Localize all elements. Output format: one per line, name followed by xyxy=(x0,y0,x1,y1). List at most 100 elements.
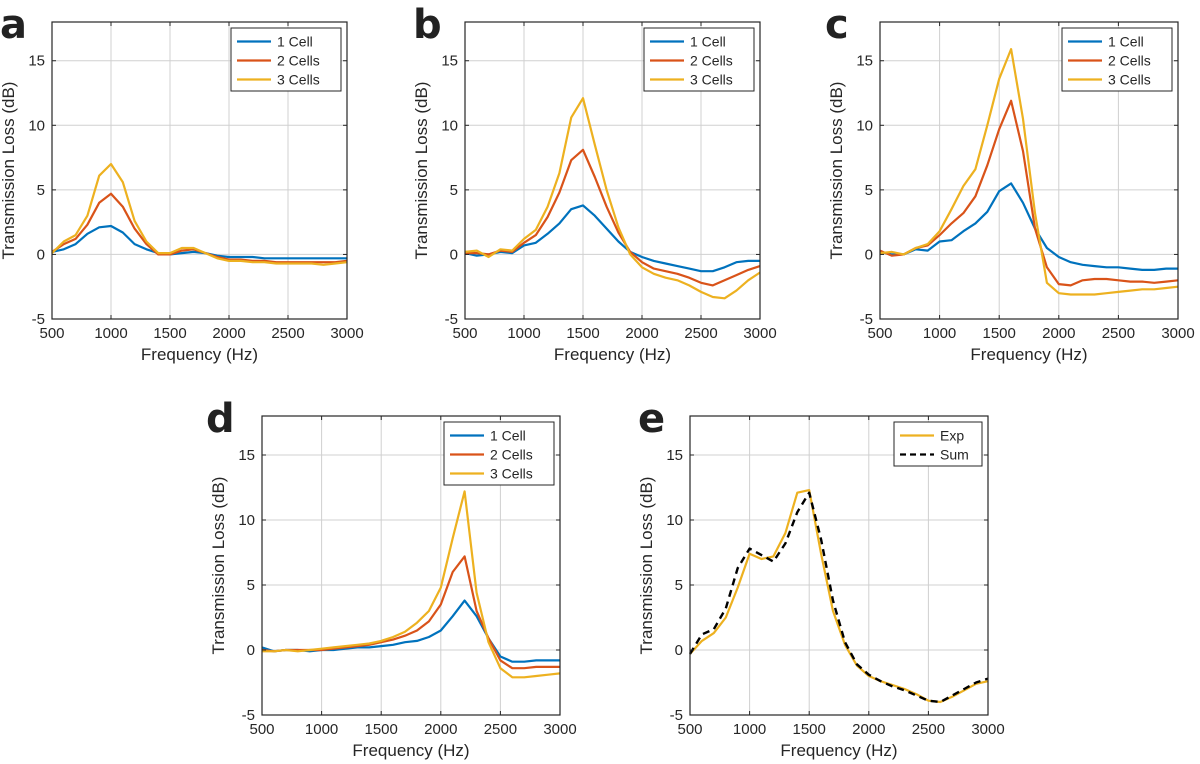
y-tick-label: 5 xyxy=(247,577,255,594)
x-tick-label: 2500 xyxy=(1102,325,1135,342)
x-tick-label: 2000 xyxy=(625,325,658,342)
x-tick-label: 1000 xyxy=(305,721,338,738)
legend-label: 1 Cell xyxy=(690,34,726,50)
legend-label: 2 Cells xyxy=(690,53,733,69)
x-axis-label: Frequency (Hz) xyxy=(554,345,671,364)
y-tick-label: 0 xyxy=(37,246,45,263)
y-tick-label: 15 xyxy=(666,447,683,464)
legend-label: 3 Cells xyxy=(1108,72,1151,88)
x-axis-label: Frequency (Hz) xyxy=(970,345,1087,364)
y-tick-label: 10 xyxy=(28,117,45,134)
x-tick-label: 2000 xyxy=(424,721,457,738)
x-tick-label: 500 xyxy=(39,325,64,342)
x-tick-label: 2500 xyxy=(912,721,945,738)
x-tick-label: 2500 xyxy=(271,325,304,342)
x-tick-label: 500 xyxy=(677,721,702,738)
axes-box xyxy=(464,21,761,320)
y-tick-label: 10 xyxy=(238,512,255,529)
y-tick-label: 0 xyxy=(675,642,683,659)
x-tick-label: 2000 xyxy=(1042,325,1075,342)
x-tick-label: 500 xyxy=(452,325,477,342)
series-line-2-cells xyxy=(465,148,761,287)
legend-label: 1 Cell xyxy=(277,34,313,50)
panel-c: c 500 1000 1500 2000 2500 3000 -5 0 5 10 15 Frequenc… xyxy=(825,2,1195,364)
x-axis-label: Frequency (Hz) xyxy=(780,741,897,760)
series-line-1-cell xyxy=(464,204,760,273)
legend-label: 3 Cells xyxy=(490,466,533,482)
x-tick-label: 1500 xyxy=(153,325,186,342)
x-tick-label: 1500 xyxy=(365,721,398,738)
legend: 1 Cell 2 Cells 3 Cells xyxy=(230,27,342,92)
panel-letter: c xyxy=(825,2,849,48)
y-axis-label: Transmission Loss (dB) xyxy=(412,82,431,260)
panel-letter: b xyxy=(413,2,442,48)
y-tick-label: 5 xyxy=(865,182,873,199)
series-line-3-cells xyxy=(262,490,561,679)
legend-label: Sum xyxy=(940,447,969,463)
x-tick-label: 3000 xyxy=(330,325,363,342)
legend-label: 2 Cells xyxy=(1108,53,1151,69)
x-tick-label: 500 xyxy=(249,721,274,738)
x-tick-label: 1000 xyxy=(923,325,956,342)
y-tick-label: 15 xyxy=(441,53,458,70)
panel-b: b 500 1000 1500 2000 2500 3000 -5 0 5 10 15 Frequenc… xyxy=(412,2,777,364)
x-axis-label: Frequency (Hz) xyxy=(352,741,469,760)
x-tick-label: 3000 xyxy=(971,721,1004,738)
series-line-exp xyxy=(689,489,989,704)
y-tick-label: 10 xyxy=(666,512,683,529)
y-tick-label: -5 xyxy=(32,311,45,328)
series-line-1-cell xyxy=(879,182,1178,271)
legend: 1 Cell 2 Cells 3 Cells xyxy=(643,27,755,92)
legend-label: 2 Cells xyxy=(490,447,533,463)
panel-e: e 500 1000 1500 2000 2500 3000 -5 0 5 10 15 Frequenc… xyxy=(637,396,1005,760)
y-tick-label: -5 xyxy=(242,707,255,724)
legend: 1 Cell 2 Cells 3 Cells xyxy=(443,421,555,486)
legend-label: 1 Cell xyxy=(490,428,526,444)
x-tick-label: 2500 xyxy=(684,325,717,342)
series-line-3-cells xyxy=(464,97,761,300)
x-tick-label: 3000 xyxy=(743,325,776,342)
legend-label: 3 Cells xyxy=(277,72,320,88)
y-axis-label: Transmission Loss (dB) xyxy=(0,82,18,260)
y-tick-label: 15 xyxy=(238,447,255,464)
y-tick-label: 15 xyxy=(28,53,45,70)
x-tick-label: 2000 xyxy=(212,325,245,342)
x-tick-label: 3000 xyxy=(1161,325,1194,342)
legend: Exp Sum xyxy=(893,421,983,467)
legend-box xyxy=(893,421,983,467)
x-tick-label: 1500 xyxy=(566,325,599,342)
y-tick-label: -5 xyxy=(445,311,458,328)
x-tick-label: 1500 xyxy=(983,325,1016,342)
y-axis-label: Transmission Loss (dB) xyxy=(827,82,846,260)
panel-letter: e xyxy=(638,396,665,442)
y-tick-label: 0 xyxy=(450,246,458,263)
axes-box xyxy=(261,415,561,716)
panel-d: d 500 1000 1500 2000 2500 3000 -5 0 5 10 15 Frequenc… xyxy=(206,396,577,760)
y-tick-label: 10 xyxy=(441,117,458,134)
axes-box xyxy=(689,415,989,716)
y-tick-label: -5 xyxy=(670,707,683,724)
series-line-2-cells xyxy=(879,99,1179,287)
axes-box xyxy=(879,21,1179,320)
series-line-3-cells xyxy=(51,162,348,266)
legend-label: Exp xyxy=(940,428,964,444)
x-tick-label: 1000 xyxy=(94,325,127,342)
x-tick-label: 1000 xyxy=(733,721,766,738)
y-axis-label: Transmission Loss (dB) xyxy=(209,477,228,655)
y-axis-label: Transmission Loss (dB) xyxy=(637,477,656,655)
axes-box xyxy=(51,21,348,320)
legend-label: 1 Cell xyxy=(1108,34,1144,50)
y-tick-label: 5 xyxy=(37,182,45,199)
panel-letter: a xyxy=(0,2,27,48)
series-line-1-cell xyxy=(51,224,347,260)
x-tick-label: 500 xyxy=(867,325,892,342)
y-tick-label: 5 xyxy=(675,577,683,594)
series-line-sum xyxy=(688,491,989,704)
y-tick-label: 5 xyxy=(450,182,458,199)
y-tick-label: 0 xyxy=(247,642,255,659)
x-tick-label: 3000 xyxy=(543,721,576,738)
legend-label: 3 Cells xyxy=(690,72,733,88)
y-tick-label: 0 xyxy=(865,246,873,263)
x-axis-label: Frequency (Hz) xyxy=(141,345,258,364)
